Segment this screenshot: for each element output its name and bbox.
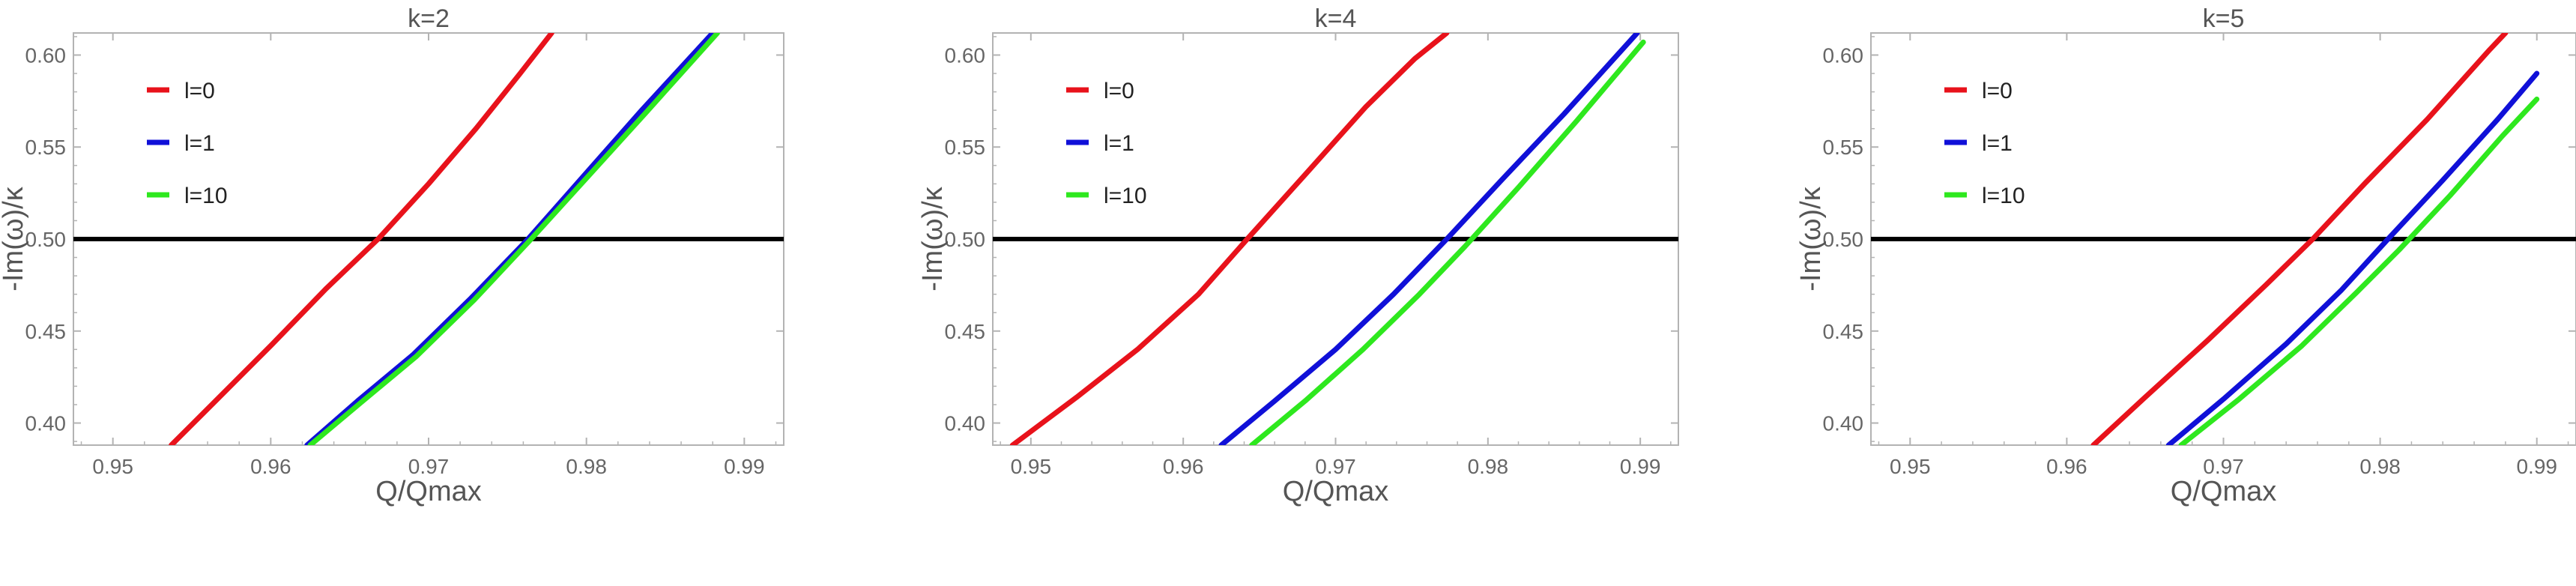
y-tick-label: 0.50 xyxy=(1823,228,1864,251)
x-axis-label: Q/Qmax xyxy=(375,476,481,507)
legend-label-l-10: l=10 xyxy=(1982,184,2025,208)
y-tick-label: 0.55 xyxy=(945,136,986,159)
x-axis-label: Q/Qmax xyxy=(1283,476,1388,507)
x-axis-label: Q/Qmax xyxy=(2171,476,2276,507)
chart-title: k=2 xyxy=(408,4,450,33)
x-tick-label: 0.97 xyxy=(2203,455,2244,478)
panel-k2: k=2 0.95 0.96 0.97 0.98 0.99 0.40 0.45 0.50 0.55 0… xyxy=(0,4,784,507)
y-tick-label: 0.40 xyxy=(1823,412,1864,435)
y-axis-label: -Im(ω)/κ xyxy=(0,186,29,291)
x-tick-label: 0.96 xyxy=(250,455,291,478)
legend-label-l-0: l=0 xyxy=(1982,79,2013,103)
y-tick-label: 0.40 xyxy=(25,412,67,435)
y-tick-label: 0.55 xyxy=(1823,136,1864,159)
y-tick-label: 0.50 xyxy=(945,228,986,251)
y-axis-label: -Im(ω)/κ xyxy=(1795,186,1827,291)
panel-k4: k=4 0.95 0.96 0.97 0.98 0.99 0.40 0.45 0.50 0.55 0… xyxy=(917,4,1679,507)
x-tick-label: 0.98 xyxy=(2359,455,2401,478)
x-tick-label: 0.99 xyxy=(724,455,765,478)
legend-label-l-0: l=0 xyxy=(1104,79,1134,103)
x-tick-label: 0.96 xyxy=(1163,455,1204,478)
series-line-l-10 xyxy=(2178,96,2540,445)
panel-k5: k=5 0.95 0.96 0.97 0.98 0.99 0.40 0.45 0.50 0.55 0… xyxy=(1795,4,2576,507)
y-tick-label: 0.45 xyxy=(25,320,67,343)
x-tick-label: 0.98 xyxy=(566,455,607,478)
legend-label-l-10: l=10 xyxy=(184,184,228,208)
y-tick-label: 0.45 xyxy=(1823,320,1864,343)
x-tick-label: 0.99 xyxy=(1620,455,1661,478)
series-line-l-10 xyxy=(1249,39,1646,445)
x-tick-label: 0.95 xyxy=(1890,455,1931,478)
y-tick-label: 0.55 xyxy=(25,136,67,159)
x-tick-label: 0.98 xyxy=(1468,455,1509,478)
x-tick-label: 0.96 xyxy=(2046,455,2087,478)
legend-label-l-1: l=1 xyxy=(184,131,215,156)
series-line-l-0 xyxy=(1009,33,1450,445)
x-tick-label: 0.99 xyxy=(2516,455,2557,478)
series-line-l-0 xyxy=(169,33,554,445)
legend-label-l-10: l=10 xyxy=(1104,184,1147,208)
series-line-l-1 xyxy=(2165,70,2540,445)
series-line-l-1 xyxy=(1218,33,1640,445)
x-tick-label: 0.97 xyxy=(408,455,450,478)
y-tick-label: 0.60 xyxy=(945,43,986,67)
y-axis-label: -Im(ω)/κ xyxy=(917,186,949,291)
chart-title: k=5 xyxy=(2203,4,2245,33)
series-line-l-10 xyxy=(307,33,720,445)
series-line-l-1 xyxy=(304,33,716,445)
legend-label-l-0: l=0 xyxy=(184,79,215,103)
chart-title: k=4 xyxy=(1315,4,1357,33)
legend-label-l-1: l=1 xyxy=(1982,131,2013,156)
y-tick-label: 0.60 xyxy=(25,43,67,67)
y-tick-label: 0.45 xyxy=(945,320,986,343)
y-tick-label: 0.50 xyxy=(25,228,67,251)
y-tick-label: 0.40 xyxy=(945,412,986,435)
x-tick-label: 0.95 xyxy=(92,455,133,478)
y-tick-label: 0.60 xyxy=(1823,43,1864,67)
x-tick-label: 0.95 xyxy=(1011,455,1052,478)
x-tick-label: 0.97 xyxy=(1315,455,1356,478)
legend-label-l-1: l=1 xyxy=(1104,131,1134,156)
series-line-l-0 xyxy=(2090,33,2509,445)
